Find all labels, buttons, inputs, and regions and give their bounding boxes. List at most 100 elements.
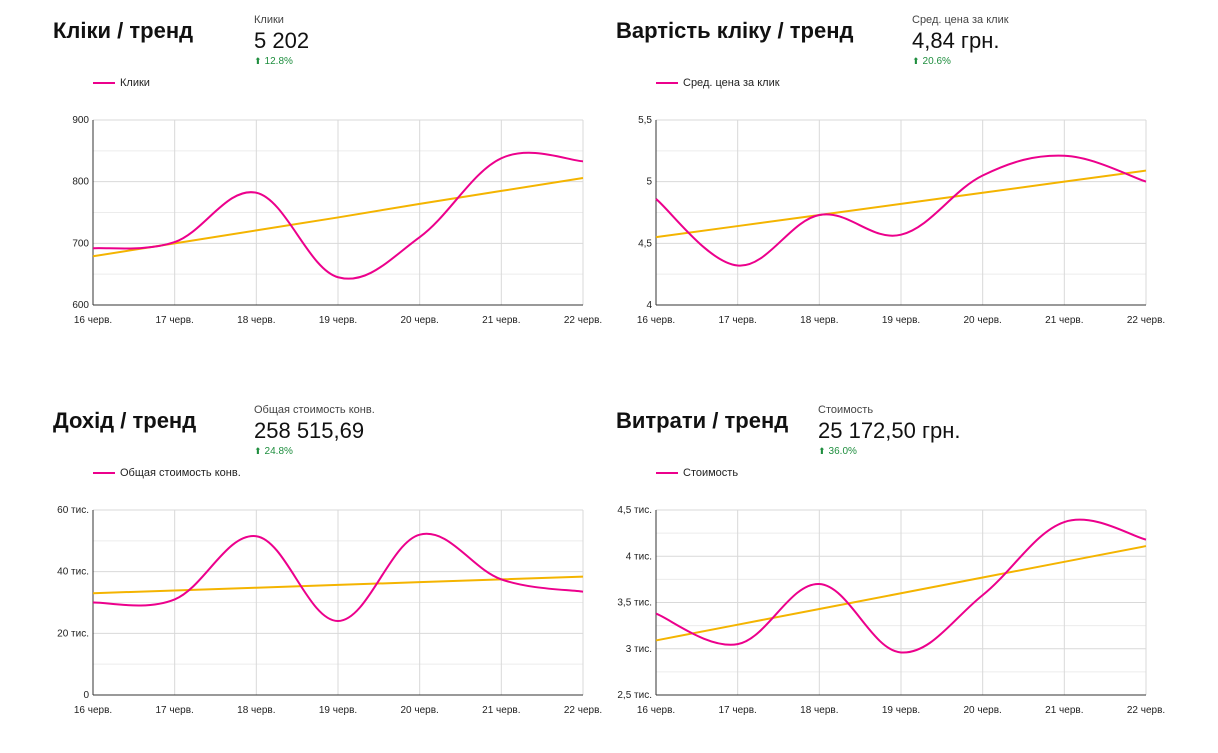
x-tick-label: 21 черв. [1045,315,1083,326]
y-tick-label: 3,5 тис. [617,598,652,609]
revenue-chart: 0 20 тис. 40 тис. 60 тис. 16 черв. 17 черв. 18… [57,505,602,716]
x-tick-label: 18 черв. [800,705,838,716]
x-tick-label: 16 черв. [74,705,112,716]
x-tick-label: 19 черв. [319,315,357,326]
y-tick-label: 900 [72,115,89,126]
spend-scorecard: Стоимость 25 172,50 грн. ⬆ 36.0% [818,404,961,459]
delta-value: 20.6% [922,56,951,67]
cpc-chart: 4 4,5 5 5,5 16 черв. 17 черв. 18 черв. 19 черв.… [637,115,1165,326]
y-tick-label: 5,5 [638,115,652,126]
chart-legend: Общая стоимость конв. [93,467,241,479]
x-tick-label: 18 черв. [237,705,275,716]
revenue-scorecard: Общая стоимость конв. 258 515,69 ⬆ 24.8% [254,404,375,459]
x-tick-label: 18 черв. [237,315,275,326]
legend-label: Общая стоимость конв. [120,467,241,479]
x-tick-label: 19 черв. [319,705,357,716]
metric-delta: ⬆ 20.6% [912,54,1009,69]
x-tick-label: 17 черв. [719,705,757,716]
cpc-panel: Вартість кліку / тренд Сред. цена за кли… [616,0,1176,330]
arrow-up-icon: ⬆ [818,446,826,456]
x-tick-label: 19 черв. [882,315,920,326]
metric-label: Сред. цена за клик [912,14,1009,26]
x-tick-label: 20 черв. [401,315,439,326]
clicks-chart: 600 700 800 900 16 черв. 17 черв. 18 черв. 19 ч… [72,115,602,326]
arrow-up-icon: ⬆ [254,446,262,456]
metric-label: Клики [254,14,284,26]
y-tick-label: 40 тис. [57,567,89,578]
metric-delta: ⬆ 24.8% [254,444,375,459]
y-tick-label: 2,5 тис. [617,690,652,701]
trend-line [655,545,1147,642]
x-tick-label: 19 черв. [882,705,920,716]
metric-label: Общая стоимость конв. [254,404,375,416]
chart-legend: Клики [93,77,150,89]
x-tick-label: 17 черв. [719,315,757,326]
x-tick-label: 22 черв. [564,315,602,326]
series-line [655,154,1147,267]
spend-chart: 2,5 тис. 3 тис. 3,5 тис. 4 тис. 4,5 тис. 16 ч… [617,505,1165,716]
metric-value: 4,84 грн. [912,28,1000,53]
cpc-scorecard: Сред. цена за клик 4,84 грн. ⬆ 20.6% [912,14,1009,69]
legend-label: Сред. цена за клик [683,77,780,89]
x-tick-label: 18 черв. [800,315,838,326]
y-tick-label: 700 [72,238,89,249]
legend-label: Клики [120,77,150,89]
panel-title: Кліки / тренд [53,18,194,43]
y-tick-label: 600 [72,300,89,311]
y-tick-label: 5 [646,177,652,188]
x-tick-label: 22 черв. [1127,315,1165,326]
trend-line [655,169,1147,239]
chart-legend: Сред. цена за клик [656,77,780,89]
chart-legend: Стоимость [656,467,738,479]
metric-delta: ⬆ 12.8% [254,54,309,69]
panel-title: Вартість кліку / тренд [616,18,854,43]
x-tick-label: 20 черв. [401,705,439,716]
metric-value: 258 515,69 [254,418,365,443]
x-tick-label: 17 черв. [156,315,194,326]
y-tick-label: 20 тис. [57,628,89,639]
series-line [92,151,584,280]
y-tick-label: 4,5 тис. [617,505,652,516]
x-tick-label: 17 черв. [156,705,194,716]
delta-value: 24.8% [264,446,293,457]
arrow-up-icon: ⬆ [254,56,262,66]
series-line [655,518,1147,654]
trend-line [92,176,584,258]
clicks-scorecard: Клики 5 202 ⬆ 12.8% [254,14,309,69]
panel-title: Витрати / тренд [616,408,789,433]
y-tick-label: 4 тис. [626,551,652,562]
x-tick-label: 21 черв. [482,705,520,716]
x-tick-label: 22 черв. [564,705,602,716]
legend-swatch [93,472,115,474]
spend-panel: Витрати / тренд Стоимость 25 172,50 грн.… [616,390,1176,720]
y-tick-label: 3 тис. [626,644,652,655]
legend-swatch [656,472,678,474]
clicks-panel: Кліки / тренд Клики 5 202 ⬆ 12.8% Клики 6… [53,0,613,330]
panel-title: Дохід / тренд [53,408,197,433]
metric-value: 25 172,50 грн. [818,418,961,443]
x-tick-label: 21 черв. [1045,705,1083,716]
y-tick-label: 4,5 [638,238,652,249]
x-tick-label: 21 черв. [482,315,520,326]
y-tick-label: 800 [72,177,89,188]
delta-value: 36.0% [828,446,857,457]
x-tick-label: 16 черв. [74,315,112,326]
legend-label: Стоимость [683,467,739,479]
metric-label: Стоимость [818,404,874,416]
x-tick-label: 16 черв. [637,705,675,716]
y-tick-label: 4 [646,300,652,311]
x-tick-label: 20 черв. [964,705,1002,716]
x-tick-label: 20 черв. [964,315,1002,326]
delta-value: 12.8% [264,56,293,67]
revenue-panel: Дохід / тренд Общая стоимость конв. 258 … [53,390,613,720]
legend-swatch [656,82,678,84]
legend-swatch [93,82,115,84]
arrow-up-icon: ⬆ [912,56,920,66]
y-tick-label: 0 [83,690,89,701]
y-tick-label: 60 тис. [57,505,89,516]
series-line [92,532,584,623]
x-tick-label: 16 черв. [637,315,675,326]
x-tick-label: 22 черв. [1127,705,1165,716]
metric-delta: ⬆ 36.0% [818,444,961,459]
metric-value: 5 202 [254,28,310,53]
